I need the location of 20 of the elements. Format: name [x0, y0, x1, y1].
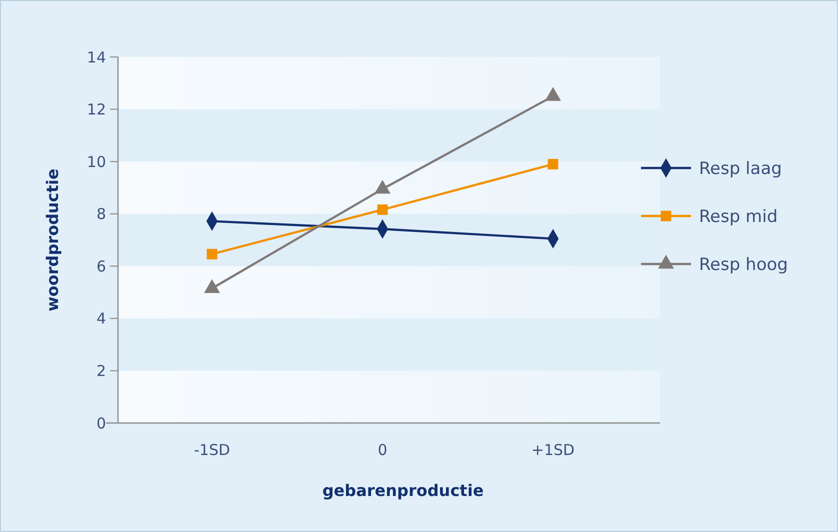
x-axis-title: gebarenproductie	[322, 481, 484, 500]
y-tick-label: 6	[96, 257, 106, 276]
x-tick-label: -1SD	[194, 441, 230, 459]
y-tick-label: 2	[96, 362, 106, 380]
y-tick-label: 8	[96, 205, 106, 224]
y-tick-label: 0	[96, 414, 106, 432]
legend-label: Resp laag	[699, 158, 782, 179]
point	[545, 87, 561, 101]
x-tick-label: +1SD	[531, 441, 575, 459]
y-tick-label: 14	[86, 48, 106, 66]
y-tick-label: 12	[86, 100, 106, 119]
point	[377, 204, 388, 215]
point	[548, 158, 558, 170]
point	[206, 248, 218, 260]
y-tick-label: 10	[86, 152, 106, 171]
x-tick-label: 0	[378, 441, 388, 459]
legend-label: Resp mid	[699, 206, 778, 227]
legend-label: Resp hoog	[699, 254, 788, 275]
y-tick-label: 4	[96, 310, 106, 328]
y-axis-title: woordproductie	[43, 168, 62, 312]
